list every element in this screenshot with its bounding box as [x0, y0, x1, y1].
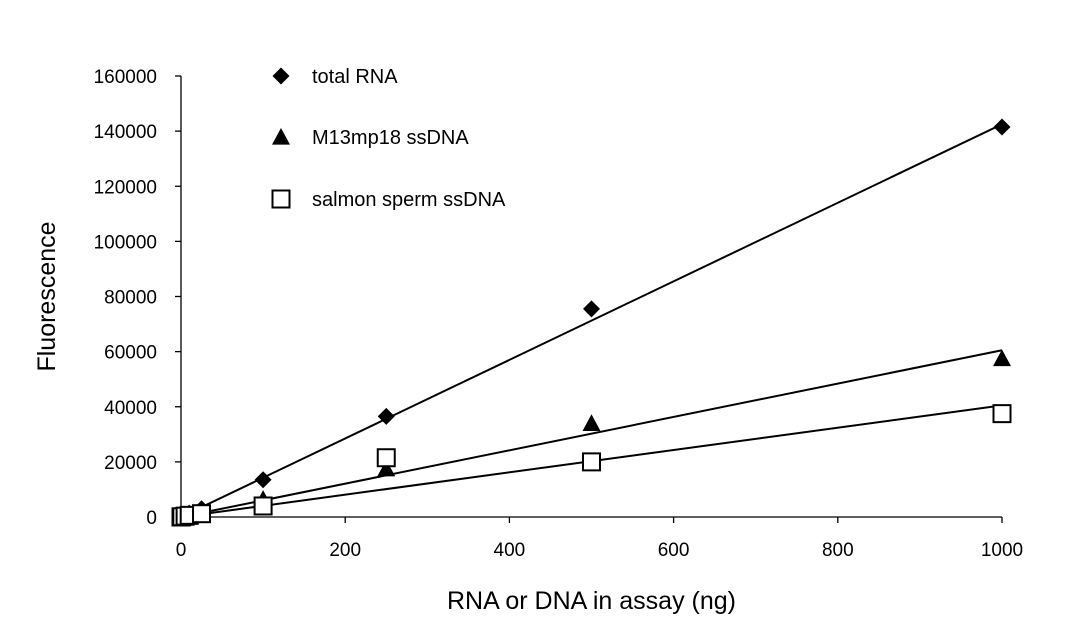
y-axis-title: Fluorescence [33, 221, 61, 371]
data-point-m13mp18-ssdna [993, 349, 1011, 367]
legend-label-m13mp18-ssdna: M13mp18 ssDNA [312, 127, 469, 149]
x-tick-label: 1000 [981, 540, 1023, 561]
x-tick-label: 800 [822, 540, 854, 561]
data-point-total-rna [993, 118, 1011, 136]
trendline-total-rna [180, 123, 1003, 518]
legend-marker-salmon-sperm-ssdna [271, 189, 291, 209]
data-point-total-rna [254, 471, 272, 489]
x-axis-ticks: 0 200 400 600 800 1000 [176, 517, 1023, 561]
x-axis-title: RNA or DNA in assay (ng) [447, 587, 736, 615]
data-point-salmon-sperm-ssdna [992, 404, 1012, 424]
y-tick-label: 140000 [94, 122, 157, 143]
legend-label-salmon-sperm-ssdna: salmon sperm ssDNA [312, 189, 506, 211]
data-point-salmon-sperm-ssdna [253, 496, 273, 516]
data-point-salmon-sperm-ssdna [376, 448, 396, 468]
y-tick-label: 80000 [104, 288, 157, 309]
y-tick-label: 20000 [104, 453, 157, 474]
y-tick-label: 60000 [104, 343, 157, 364]
x-tick-label: 200 [329, 540, 361, 561]
x-tick-label: 0 [176, 540, 187, 561]
trendline-m13mp18-ssdna [180, 349, 1003, 518]
y-tick-label: 0 [146, 508, 157, 529]
y-tick-label: 160000 [94, 67, 157, 88]
y-tick-label: 120000 [94, 177, 157, 198]
y-tick-label: 40000 [104, 398, 157, 419]
axes [180, 76, 1002, 518]
data-point-salmon-sperm-ssdna [582, 452, 601, 472]
data-point-total-rna [377, 407, 395, 425]
legend: total RNA M13mp18 ssDNA salmon sperm ssDNA [271, 66, 506, 211]
legend-marker-total-rna [272, 67, 290, 85]
data-point-m13mp18-ssdna [377, 459, 396, 477]
data-point-salmon-sperm-ssdna [192, 504, 212, 524]
legend-label-total-rna: total RNA [312, 66, 398, 88]
legend-marker-m13mp18-ssdna [272, 128, 290, 145]
x-tick-label: 400 [494, 540, 526, 561]
data-point-m13mp18-ssdna [582, 414, 601, 431]
x-tick-label: 600 [658, 540, 690, 561]
y-axis-ticks: 0 20000 40000 60000 80000 100000 120000 140000 1… [94, 67, 181, 529]
data-markers [171, 118, 1012, 527]
y-tick-label: 100000 [94, 232, 157, 253]
data-point-total-rna [583, 300, 600, 318]
